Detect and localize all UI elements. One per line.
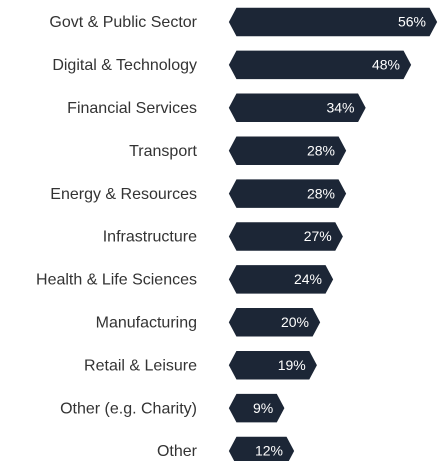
- bar: [227, 435, 296, 461]
- bar: [227, 49, 413, 81]
- value-label: 19%: [278, 357, 306, 373]
- value-label: 24%: [294, 271, 322, 287]
- value-label: 56%: [398, 14, 426, 30]
- value-label: 20%: [281, 314, 309, 330]
- bar: [227, 263, 335, 296]
- bar: [227, 306, 322, 339]
- value-label: 27%: [304, 228, 332, 244]
- value-label: 28%: [307, 185, 335, 201]
- value-label: 28%: [307, 142, 335, 158]
- bar: [227, 349, 319, 381]
- category-label: Other: [157, 443, 198, 460]
- bar: [227, 92, 368, 124]
- category-label: Govt & Public Sector: [49, 14, 197, 31]
- bar: [227, 177, 348, 210]
- category-label: Health & Life Sciences: [36, 272, 197, 289]
- category-label: Infrastructure: [103, 229, 197, 246]
- bar: [227, 392, 287, 424]
- bar: [227, 6, 439, 38]
- value-label: 9%: [253, 400, 273, 416]
- category-label: Manufacturing: [96, 315, 197, 332]
- category-label: Energy & Resources: [50, 186, 197, 203]
- category-label: Digital & Technology: [52, 57, 197, 74]
- value-label: 12%: [255, 443, 283, 459]
- category-label: Transport: [129, 143, 197, 160]
- bar: [227, 134, 348, 167]
- value-label: 34%: [326, 100, 354, 116]
- category-label: Other (e.g. Charity): [60, 400, 197, 417]
- category-label: Financial Services: [67, 100, 197, 117]
- category-label: Retail & Leisure: [84, 357, 197, 374]
- bar: [227, 220, 345, 253]
- value-label: 48%: [372, 57, 400, 73]
